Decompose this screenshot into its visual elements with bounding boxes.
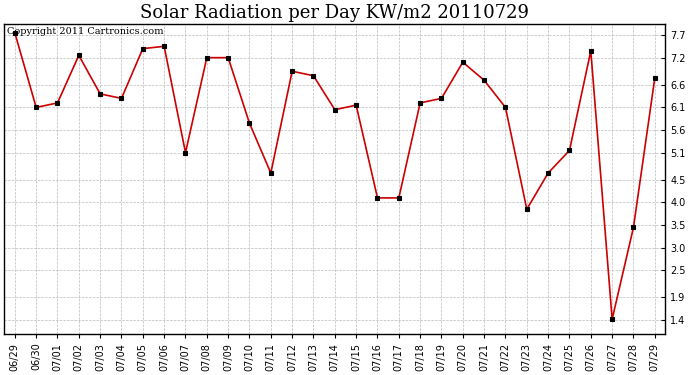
Title: Solar Radiation per Day KW/m2 20110729: Solar Radiation per Day KW/m2 20110729: [140, 4, 529, 22]
Text: Copyright 2011 Cartronics.com: Copyright 2011 Cartronics.com: [8, 27, 164, 36]
